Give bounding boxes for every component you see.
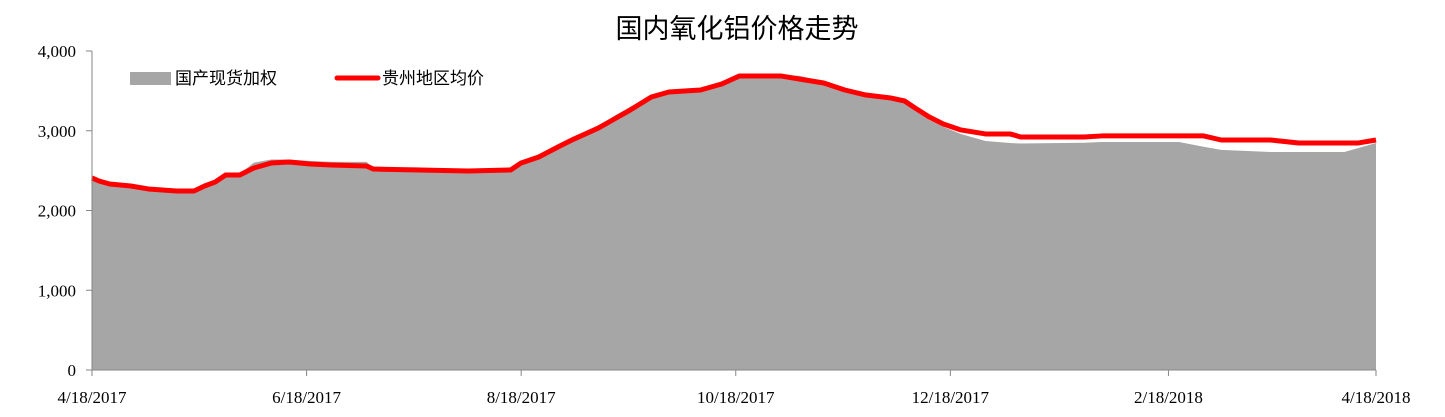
x-tick-label: 10/18/2017 [697,388,775,407]
y-tick-label: 2,000 [38,202,76,221]
y-tick-label: 0 [68,361,77,380]
chart-title: 国内氧化铝价格走势 [616,14,859,45]
legend-label-area: 国产现货加权 [175,69,277,89]
axes: 0 1,000 2,000 3,000 4,000 4/18/2017 6/18/2017 8… [38,42,1411,407]
x-tick-label: 4/18/2017 [58,388,127,407]
x-tick-label: 8/18/2017 [487,388,556,407]
series-area-domestic-spot [92,74,1376,371]
x-tick-label: 6/18/2017 [272,388,341,407]
x-tick-label: 12/18/2017 [912,388,990,407]
legend-label-line: 贵州地区均价 [382,69,484,89]
y-tick-label: 3,000 [38,122,76,141]
x-tick-label: 4/18/2018 [1342,388,1411,407]
legend: 国产现货加权 贵州地区均价 [130,69,484,89]
series-line-guizhou [91,73,1377,194]
y-tick-label: 4,000 [38,42,76,61]
legend-swatch-area [130,72,171,85]
plot-area [91,73,1377,371]
x-tick-label: 2/18/2018 [1134,388,1203,407]
y-tick-label: 1,000 [38,281,76,300]
